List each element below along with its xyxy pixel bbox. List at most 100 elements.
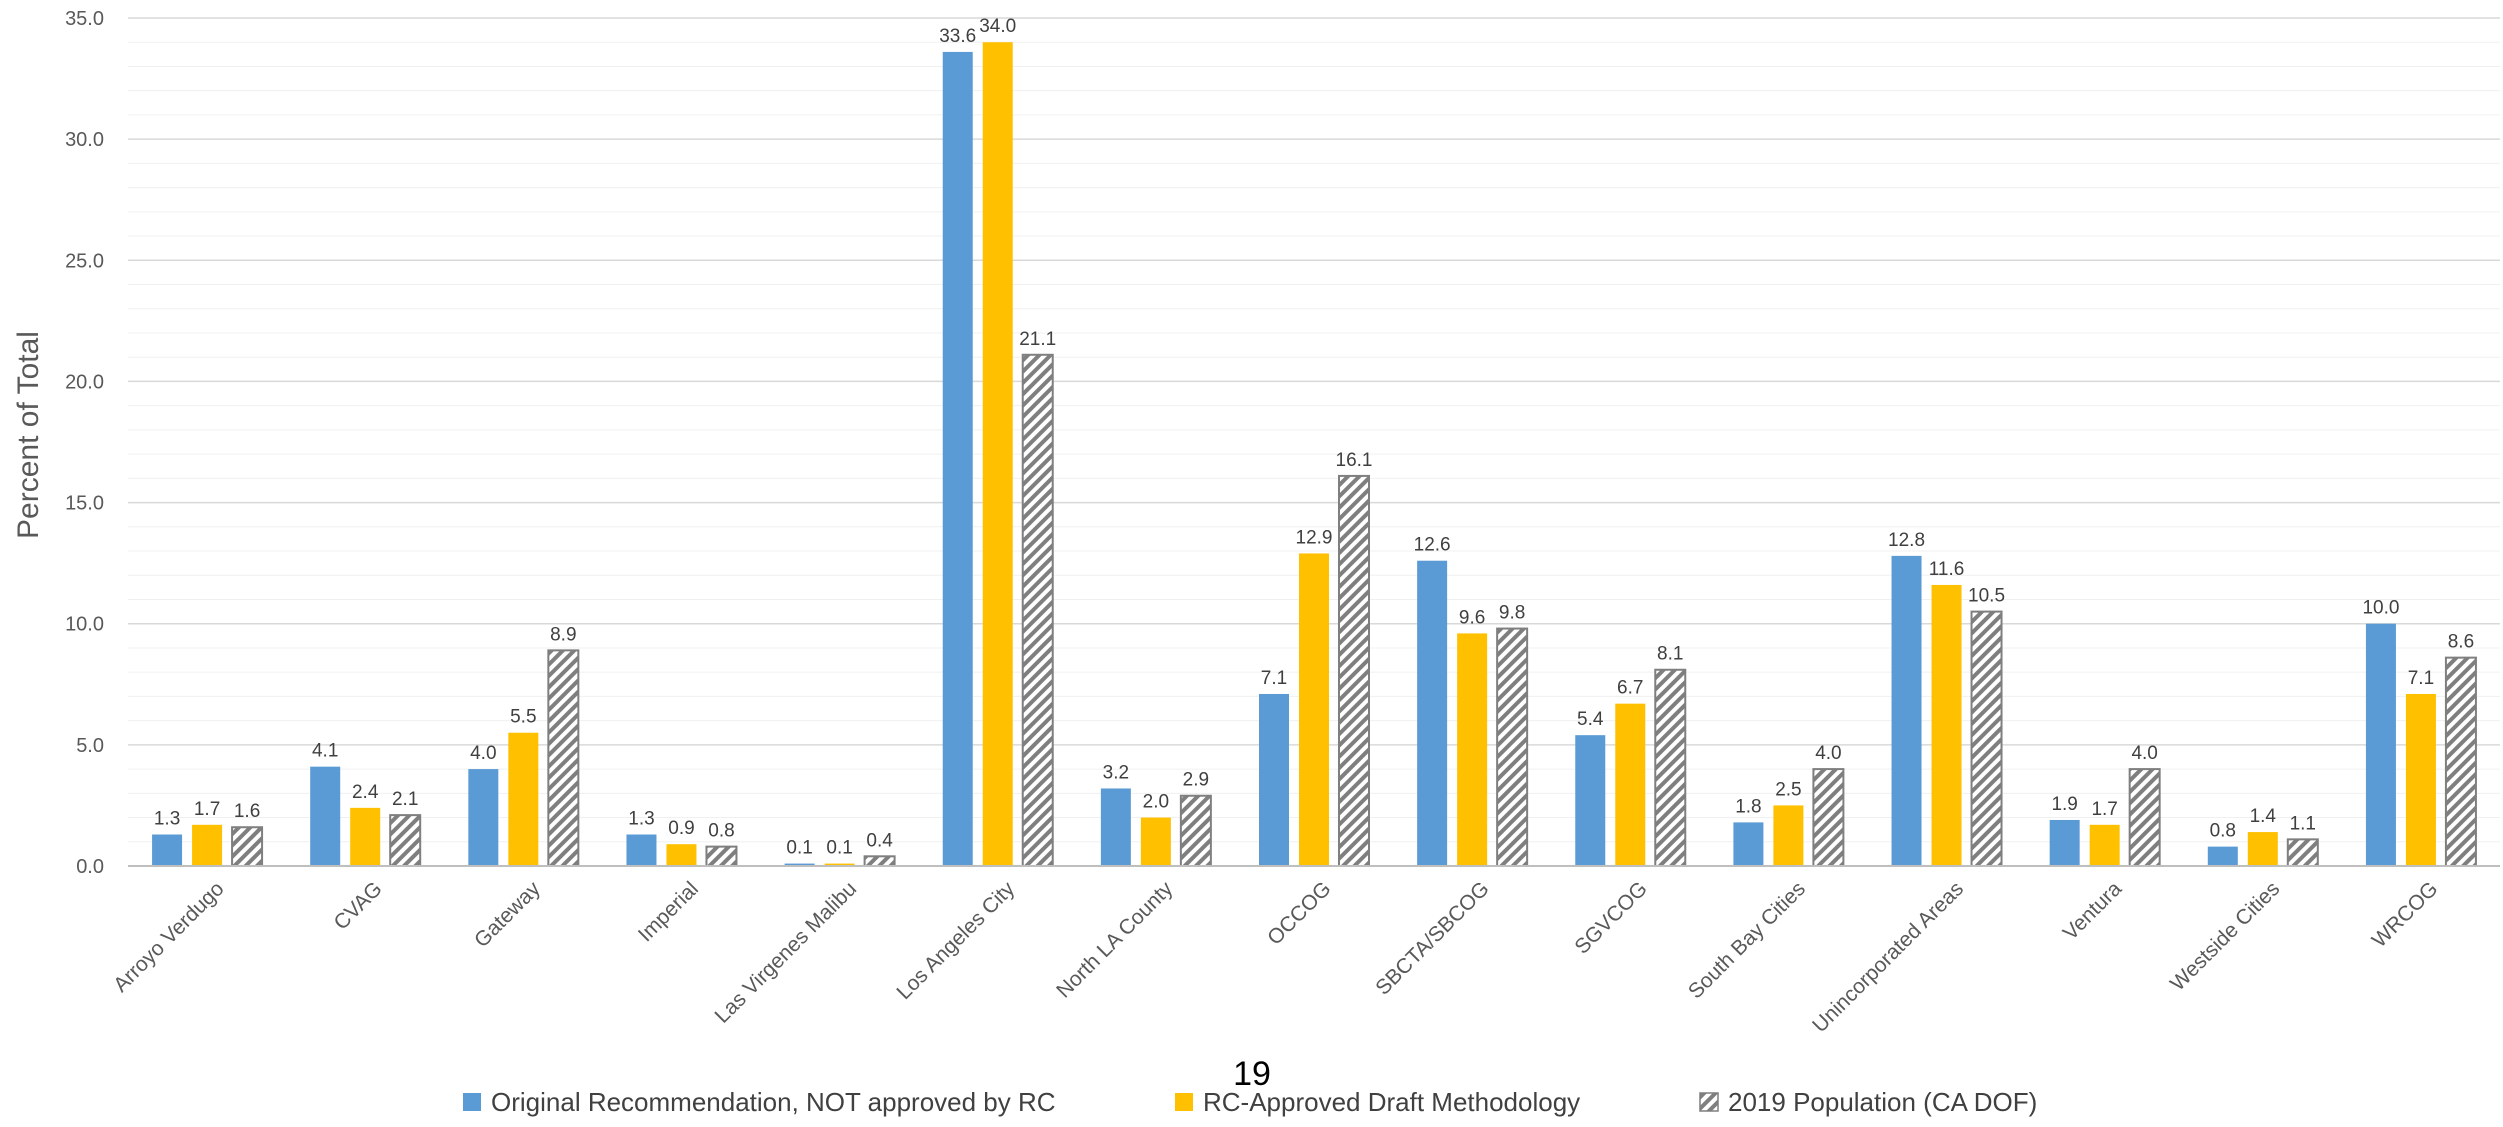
data-label-rc-approved: 5.5 (510, 707, 536, 728)
bar-original (468, 769, 499, 866)
data-label-original: 12.8 (1888, 530, 1925, 551)
data-label-population-2019: 8.1 (1657, 644, 1683, 665)
data-label-rc-approved: 9.6 (1459, 607, 1485, 628)
bar-rc-approved (192, 824, 223, 866)
bar-original (2207, 846, 2238, 866)
data-label-original: 3.2 (1103, 762, 1129, 783)
data-label-population-2019: 16.1 (1336, 450, 1373, 471)
data-label-population-2019: 0.8 (708, 821, 734, 842)
bar-rc-approved (1299, 553, 1329, 866)
data-label-original: 7.1 (1261, 668, 1287, 689)
data-label-population-2019: 8.6 (2448, 632, 2474, 653)
data-label-population-2019: 2.9 (1183, 770, 1209, 791)
bar-original (1733, 822, 1764, 866)
x-tick-label: WRCOG (2368, 877, 2443, 952)
data-label-original: 1.8 (1735, 796, 1761, 817)
bar-population-2019 (2444, 656, 2477, 867)
bar-population-2019 (389, 814, 422, 867)
y-tick-label: 5.0 (76, 735, 104, 757)
bar-population-2019 (1338, 474, 1370, 867)
data-label-rc-approved: 1.4 (2250, 806, 2277, 827)
x-axis-category-labels: Arroyo Verdugo CVAG Gateway Imperial Las Vir… (109, 877, 2442, 1037)
data-label-original: 10.0 (2362, 598, 2399, 619)
data-label-original: 0.1 (786, 838, 812, 859)
bar-original (2365, 623, 2396, 866)
y-tick-label: 25.0 (65, 250, 104, 272)
bar-rc-approved (666, 844, 697, 866)
data-label-population-2019: 21.1 (1019, 329, 1056, 350)
bar-population-2019 (1812, 768, 1845, 867)
x-tick-label: SBCTA/SBCOG (1371, 877, 1493, 999)
x-tick-label: Los Angeles City (892, 877, 1019, 1004)
bar-population-2019 (863, 855, 896, 868)
legend-label-original: Original Recommendation, NOT approved by… (491, 1087, 1056, 1117)
x-tick-label: Unincorporated Areas (1808, 877, 1968, 1037)
x-tick-label: Westside Cities (2166, 877, 2284, 995)
data-label-rc-approved: 0.1 (826, 838, 852, 859)
bar-rc-approved (2247, 832, 2278, 866)
bar-original (152, 834, 183, 866)
data-label-original: 1.3 (154, 809, 180, 830)
bar-population-2019 (2286, 838, 2319, 867)
bar-original (1259, 693, 1289, 866)
data-label-original: 5.4 (1577, 709, 1604, 730)
bar-rc-approved (982, 42, 1013, 866)
y-tick-label: 15.0 (65, 493, 104, 515)
legend-swatch-rc-approved (1175, 1093, 1193, 1111)
bar-population-2019 (1179, 794, 1212, 867)
data-label-original: 4.1 (312, 741, 338, 762)
data-label-rc-approved: 1.7 (194, 799, 220, 820)
bar-rc-approved (2089, 824, 2120, 866)
data-label-original: 1.9 (2051, 794, 2077, 815)
data-label-rc-approved: 2.4 (352, 782, 379, 803)
data-label-population-2019: 4.0 (2131, 743, 2157, 764)
y-axis-title: Percent of Total (12, 331, 45, 539)
data-label-population-2019: 4.0 (1815, 743, 1841, 764)
bar-original (2049, 819, 2080, 866)
y-tick-label: 30.0 (65, 129, 104, 151)
data-label-rc-approved: 34.0 (979, 16, 1016, 37)
bar-rc-approved (1773, 805, 1804, 866)
data-label-original: 12.6 (1414, 535, 1451, 556)
bar-original (1575, 735, 1606, 866)
x-tick-label: CVAG (329, 877, 386, 934)
bar-original (1100, 788, 1131, 866)
x-tick-label: Ventura (2059, 877, 2127, 945)
bar-population-2019 (705, 845, 738, 867)
bar-rc-approved (1457, 633, 1488, 866)
bar-rc-approved (1140, 817, 1171, 866)
data-label-population-2019: 9.8 (1499, 603, 1525, 624)
x-tick-label: South Bay Cities (1684, 877, 1810, 1003)
legend-label-rc-approved: RC-Approved Draft Methodology (1203, 1087, 1580, 1117)
y-tick-label: 20.0 (65, 371, 104, 393)
bar-rc-approved (1931, 584, 1962, 866)
legend-label-population-2019: 2019 Population (CA DOF) (1728, 1087, 2037, 1117)
data-label-rc-approved: 1.7 (2091, 799, 2117, 820)
minor-gridlines (128, 41, 2500, 843)
data-label-population-2019: 8.9 (550, 624, 576, 645)
x-tick-label: Gateway (470, 877, 545, 952)
x-tick-label: OCCOG (1263, 877, 1335, 949)
data-label-population-2019: 0.4 (866, 830, 893, 851)
data-label-original: 33.6 (939, 26, 976, 47)
data-label-rc-approved: 12.9 (1296, 527, 1333, 548)
data-label-rc-approved: 2.5 (1775, 779, 1801, 800)
y-tick-label: 10.0 (65, 614, 104, 636)
bar-population-2019 (1496, 627, 1529, 867)
data-label-original: 1.3 (628, 809, 654, 830)
bar-rc-approved (350, 807, 381, 866)
legend-swatch-population-2019 (1699, 1092, 1719, 1112)
bar-population-2019 (547, 649, 580, 868)
bar-original (784, 863, 815, 866)
bar-original (1891, 555, 1922, 866)
bar-rc-approved (1615, 703, 1646, 866)
bar-original (310, 766, 341, 866)
data-labels: 1.3 1.7 1.6 4.1 2.4 2.1 4.0 5.5 8.9 1.3 0.9 0.8 0.1 0… (154, 16, 2474, 858)
bar-population-2019 (2128, 768, 2161, 867)
bar-population-2019 (1654, 668, 1687, 868)
data-label-rc-approved: 0.9 (668, 818, 694, 839)
data-label-population-2019: 1.6 (234, 801, 260, 822)
y-tick-label: 35.0 (65, 8, 104, 30)
data-label-population-2019: 2.1 (392, 789, 418, 810)
